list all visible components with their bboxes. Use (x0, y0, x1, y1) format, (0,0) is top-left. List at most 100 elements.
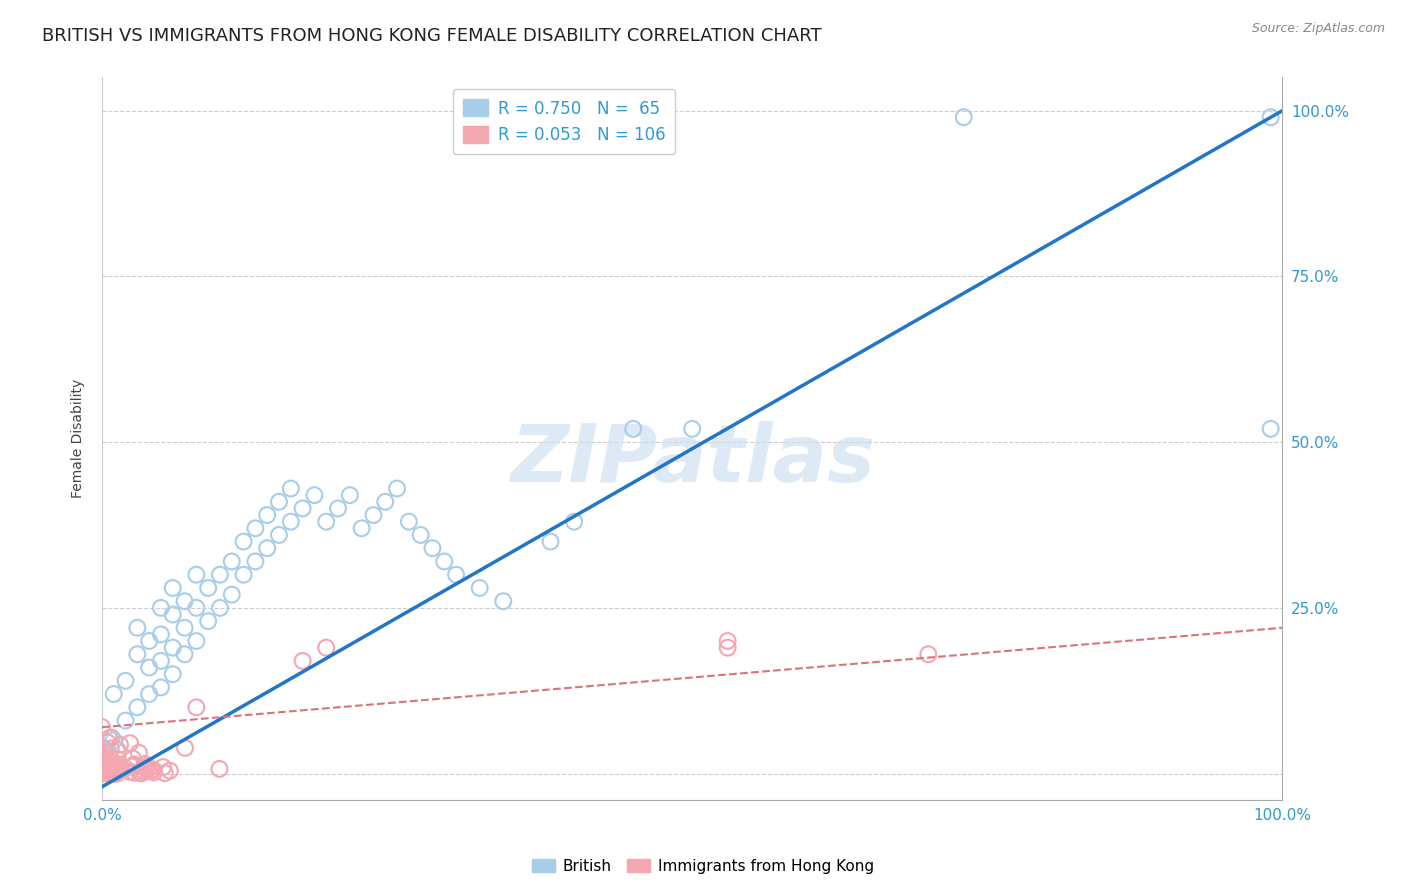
Point (104, 764, 127, 779)
Point (131, 766, 153, 780)
Point (98, 766, 121, 780)
Point (96, 754, 118, 768)
Point (149, 627, 172, 641)
Point (132, 764, 155, 778)
Point (350, 521, 373, 535)
Point (127, 621, 149, 635)
Point (104, 766, 127, 780)
Point (110, 762, 132, 776)
Point (186, 634, 208, 648)
Point (91, 742, 114, 756)
Point (93, 764, 115, 779)
Point (621, 422, 644, 436)
Point (127, 647, 149, 661)
Point (444, 567, 467, 582)
Point (94, 763, 117, 777)
Point (127, 700, 149, 714)
Point (134, 757, 156, 772)
Point (91, 766, 114, 780)
Point (186, 600, 208, 615)
Point (186, 567, 208, 582)
Point (114, 761, 136, 775)
Point (98, 731, 121, 746)
Point (94, 763, 117, 777)
Point (197, 581, 219, 595)
Point (96, 765, 118, 780)
Point (100, 757, 122, 772)
Point (138, 687, 160, 701)
Point (245, 521, 267, 535)
Point (100, 752, 122, 766)
Legend: R = 0.750   N =  65, R = 0.053   N = 106: R = 0.750 N = 65, R = 0.053 N = 106 (453, 89, 675, 154)
Point (135, 759, 157, 773)
Point (100, 766, 122, 780)
Point (91, 764, 114, 778)
Point (267, 528, 290, 542)
Point (91, 761, 114, 775)
Point (136, 763, 159, 777)
Point (221, 554, 243, 568)
Point (91, 764, 114, 778)
Point (103, 733, 125, 747)
Point (149, 681, 172, 695)
Point (159, 764, 181, 778)
Point (91, 766, 114, 780)
Point (91, 765, 114, 780)
Point (122, 759, 145, 773)
Point (100, 764, 122, 779)
Point (97, 761, 120, 775)
Point (280, 515, 302, 529)
Point (540, 534, 562, 549)
Point (91, 761, 114, 775)
Point (952, 110, 974, 124)
Point (94, 758, 117, 772)
Point (91, 761, 114, 775)
Point (94, 747, 117, 761)
Point (101, 766, 124, 780)
Point (304, 488, 326, 502)
Point (208, 600, 231, 615)
Point (256, 508, 278, 522)
Point (162, 607, 184, 622)
Point (93, 764, 115, 778)
Point (152, 760, 174, 774)
Point (315, 515, 337, 529)
Point (197, 614, 219, 628)
Point (142, 763, 165, 777)
Point (114, 714, 136, 728)
Point (141, 764, 163, 778)
Point (110, 760, 132, 774)
Point (186, 700, 208, 714)
Point (433, 554, 456, 568)
Point (385, 482, 408, 496)
Point (100, 764, 122, 779)
Point (339, 488, 361, 502)
Point (114, 673, 136, 688)
Point (374, 495, 396, 509)
Point (90, 720, 112, 734)
Point (245, 554, 267, 568)
Point (97, 735, 120, 749)
Y-axis label: Female Disability: Female Disability (72, 379, 86, 499)
Point (138, 660, 160, 674)
Point (129, 766, 152, 780)
Point (422, 541, 444, 556)
Point (135, 761, 157, 775)
Point (468, 581, 491, 595)
Point (267, 495, 290, 509)
Point (142, 765, 165, 780)
Point (100, 741, 122, 756)
Point (173, 621, 195, 635)
Point (173, 594, 195, 608)
Point (100, 764, 122, 779)
Point (93, 765, 115, 780)
Point (208, 567, 231, 582)
Point (108, 757, 131, 772)
Point (103, 756, 125, 771)
Point (717, 634, 740, 648)
Point (120, 736, 142, 750)
Point (124, 765, 146, 780)
Point (97, 747, 120, 762)
Point (108, 738, 131, 752)
Text: Source: ZipAtlas.com: Source: ZipAtlas.com (1251, 22, 1385, 36)
